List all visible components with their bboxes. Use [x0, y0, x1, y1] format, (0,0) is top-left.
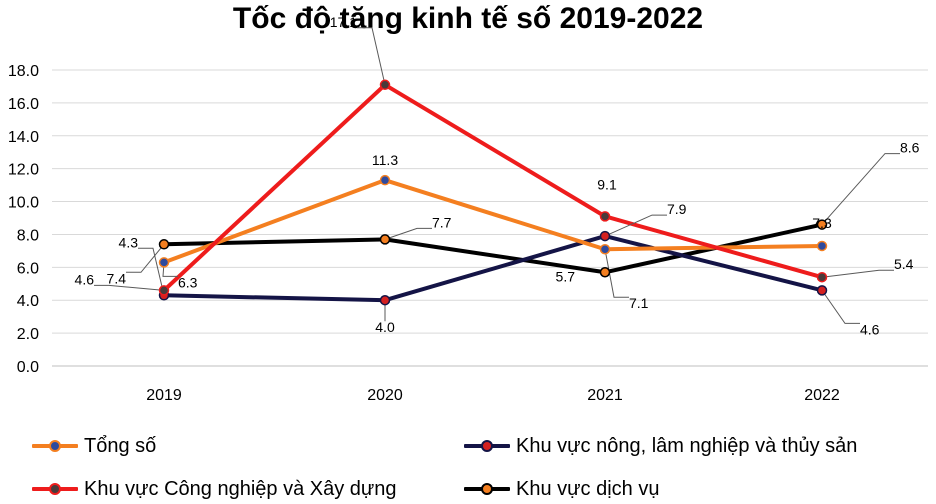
gridlines: [52, 69, 928, 367]
data-point: [379, 294, 391, 306]
legend-item-tong-so: Tổng số: [30, 432, 156, 460]
legend-label: Khu vực Công nghiệp và Xây dựng: [84, 477, 397, 500]
data-labels: 6.3 11.3 7.1 7.3 4.3 4.0 7.9 4.6 4.6 17.1 9.1 5.4 7.…: [75, 14, 920, 338]
label-leader: [604, 214, 667, 237]
y-axis-ticks: 0.0 2.0 4.0 6.0 8.0 10.0 12.0 14.0 16.0 18.0: [8, 63, 39, 376]
legend-marker: [49, 483, 61, 495]
label-leader: [384, 227, 432, 240]
series-line: [162, 234, 824, 303]
data-point: [816, 240, 828, 252]
label-leader: [821, 269, 894, 278]
data-point: [599, 267, 611, 278]
label-leader: [138, 247, 165, 296]
y-tick-label: 2.0: [17, 326, 39, 343]
data-label: 5.4: [894, 256, 914, 272]
label-leader: [821, 153, 900, 225]
y-tick-label: 10.0: [8, 195, 39, 212]
x-axis-ticks: 2019 2020 2021 2022: [146, 387, 840, 404]
data-label: 4.0: [375, 319, 395, 335]
data-point: [816, 219, 828, 230]
legend-marker: [49, 440, 61, 452]
y-tick-label: 12.0: [8, 162, 39, 179]
x-tick-label: 2019: [146, 387, 182, 404]
data-label: 7.1: [629, 295, 649, 311]
line-chart: 0.0 2.0 4.0 6.0 8.0 10.0 12.0 14.0 16.0 18.0 2019…: [8, 14, 928, 404]
legend-swatch: [30, 436, 80, 456]
data-label: 8.6: [900, 140, 920, 156]
legend-swatch: [462, 479, 512, 499]
y-tick-label: 18.0: [8, 63, 39, 80]
data-point: [158, 285, 170, 296]
data-label: 7.4: [107, 270, 127, 286]
legend-marker: [481, 483, 493, 495]
x-tick-label: 2022: [804, 387, 840, 404]
data-point: [599, 243, 611, 255]
y-tick-label: 8.0: [17, 227, 39, 244]
label-leader: [821, 290, 860, 324]
data-point: [599, 230, 611, 242]
data-point: [158, 257, 170, 268]
data-label: 4.6: [860, 321, 880, 337]
data-label: 4.6: [75, 271, 95, 287]
legend-marker: [481, 440, 493, 452]
y-tick-label: 4.0: [17, 293, 39, 310]
data-point: [158, 239, 170, 250]
legend-swatch: [30, 479, 80, 499]
x-tick-label: 2021: [587, 387, 623, 404]
data-point: [379, 79, 391, 91]
y-tick-label: 14.0: [8, 129, 39, 146]
data-label: 11.3: [372, 152, 398, 168]
chart-title: Tốc độ tăng kinh tế số 2019-2022: [232, 2, 704, 35]
data-label: 4.3: [119, 234, 139, 250]
x-tick-label: 2020: [367, 387, 403, 404]
label-leader: [357, 27, 386, 85]
data-point: [816, 285, 828, 296]
data-point: [379, 234, 391, 245]
y-tick-label: 0.0: [17, 359, 39, 376]
series-line: [162, 82, 824, 293]
label-leader: [604, 249, 629, 298]
data-label: 9.1: [597, 176, 617, 192]
legend-label: Khu vực nông, lâm nghiệp và thủy sản: [516, 434, 858, 457]
label-leader: [94, 284, 165, 291]
series-lines: [162, 82, 824, 303]
legend-label: Tổng số: [84, 434, 157, 457]
data-label: 6.3: [178, 274, 198, 290]
y-tick-label: 16.0: [8, 96, 39, 113]
label-leaders: [94, 27, 900, 324]
data-point: [379, 174, 391, 186]
legend-swatch: [462, 436, 512, 456]
data-label: 7.9: [667, 201, 687, 217]
series-markers: [158, 79, 828, 306]
y-tick-label: 6.0: [17, 260, 39, 277]
legend-label: Khu vực dịch vụ: [516, 477, 660, 500]
data-point: [816, 271, 828, 283]
data-label: 17.1: [330, 14, 357, 30]
data-label: 5.7: [556, 268, 576, 284]
label-leader: [126, 243, 165, 273]
legend-item-cong-nghiep-xay-dung: Khu vực Công nghiệp và Xây dựng: [30, 475, 397, 503]
legend-item-dich-vu: Khu vực dịch vụ: [462, 475, 659, 503]
data-label: 7.3: [812, 215, 832, 231]
data-point: [599, 211, 611, 222]
legend-item-nong-lam-thuy-san: Khu vực nông, lâm nghiệp và thủy sản: [462, 432, 857, 460]
data-label: 7.7: [432, 214, 452, 230]
